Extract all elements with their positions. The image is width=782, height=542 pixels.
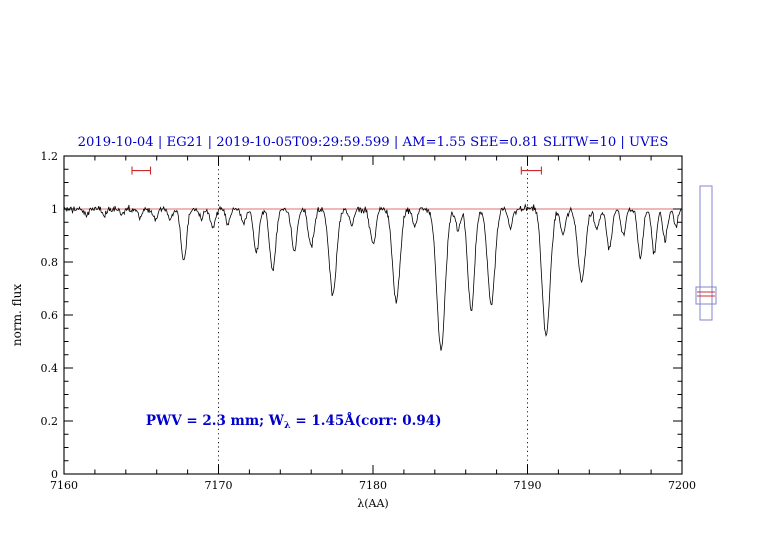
y-tick-label: 0 bbox=[51, 468, 58, 481]
pwv-annotation: PWV = 2.3 mm; Wλ = 1.45Å(corr: 0.94) bbox=[146, 413, 442, 431]
band-marker bbox=[131, 166, 152, 175]
y-tick-label: 1 bbox=[51, 203, 58, 216]
x-tick-label: 7160 bbox=[50, 479, 78, 492]
y-tick-label: 0.2 bbox=[41, 415, 59, 428]
side-gauge-inner-box bbox=[695, 286, 717, 305]
y-tick-label: 1.2 bbox=[41, 150, 59, 163]
side-gauge-outer-box bbox=[699, 185, 713, 321]
x-tick-label: 7170 bbox=[205, 479, 233, 492]
axis-ticks bbox=[63, 155, 683, 475]
y-axis-label: norm. flux bbox=[10, 284, 24, 346]
plot-title: 2019-10-04 | EG21 | 2019-10-05T09:29:59.… bbox=[78, 135, 669, 150]
x-axis-label: λ(AA) bbox=[357, 497, 388, 510]
x-tick-label: 7190 bbox=[514, 479, 542, 492]
spectrum-line bbox=[63, 203, 683, 351]
side-gauge bbox=[695, 185, 717, 321]
x-tick-label: 7200 bbox=[668, 479, 696, 492]
band-marker bbox=[520, 166, 542, 175]
y-tick-label: 0.8 bbox=[41, 256, 59, 269]
y-tick-label: 0.6 bbox=[41, 309, 59, 322]
x-tick-label: 7180 bbox=[359, 479, 387, 492]
y-tick-label: 0.4 bbox=[41, 362, 59, 375]
